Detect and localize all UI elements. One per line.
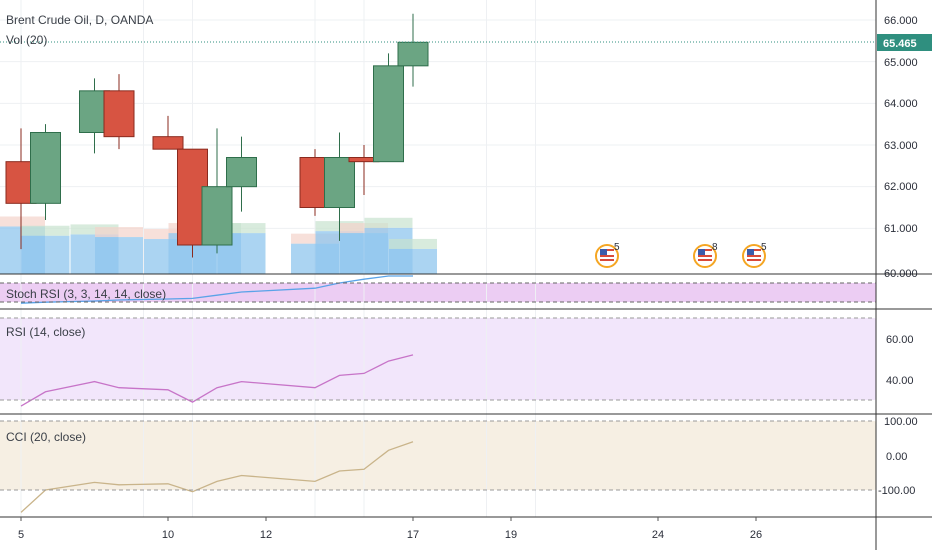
cci-band-area — [0, 421, 876, 490]
flag-canton — [747, 249, 754, 255]
price-tick: 64.000 — [884, 98, 918, 110]
flag-stripe — [698, 259, 712, 261]
last-price-tag-text: 65.465 — [883, 38, 917, 50]
volume-label: Vol (20) — [6, 33, 47, 47]
x-tick: 24 — [652, 529, 664, 541]
volume-bar-cap — [0, 216, 45, 227]
cci-series — [20, 441, 414, 513]
event-badge[interactable]: 5 — [742, 242, 767, 268]
price-tick: 65.000 — [884, 57, 918, 69]
cci-tick: -100.00 — [878, 485, 915, 497]
event-count: 5 — [614, 242, 620, 253]
cci-tick: 0.00 — [886, 451, 907, 463]
candle-body — [226, 157, 257, 188]
x-tick: 17 — [407, 529, 419, 541]
stoch-line — [20, 275, 413, 304]
price-tick: 66.000 — [884, 15, 918, 27]
last-price-tag: 65.465 — [877, 34, 932, 51]
volume-bar-cap — [144, 229, 192, 240]
flag-stripe — [600, 255, 614, 257]
rsi-tick: 60.00 — [886, 334, 914, 346]
price-tick: 62.000 — [884, 181, 918, 193]
x-tick: 19 — [505, 529, 517, 541]
candle-body — [103, 90, 135, 138]
time-axis[interactable]: 5 10 12 17 19 24 26 — [18, 517, 762, 541]
price-tick: 60.000 — [884, 268, 918, 280]
flag-canton — [600, 249, 607, 255]
flag-stripe — [747, 255, 761, 257]
flag-stripe — [607, 249, 614, 251]
volume-bar — [389, 248, 437, 274]
volume-bar-cap — [291, 233, 339, 244]
volume-bar-cap — [364, 217, 413, 228]
x-tick: 26 — [750, 529, 762, 541]
volume-bar — [21, 235, 70, 274]
rsi-line — [20, 354, 414, 407]
cci-label: CCI (20, close) — [6, 430, 86, 444]
volume-bar-cap — [340, 223, 388, 234]
candle-body — [201, 186, 233, 246]
cci-tick: 100.00 — [884, 416, 918, 428]
cci-line — [20, 441, 414, 513]
last-price-tag-bg — [877, 34, 932, 51]
rsi-label: RSI (14, close) — [6, 325, 85, 339]
event-badge[interactable]: 5 — [595, 242, 620, 268]
event-count: 5 — [761, 242, 767, 253]
price-axis[interactable]: 66.000 65.000 64.000 63.000 62.000 61.00… — [884, 15, 918, 280]
x-tick: 10 — [162, 529, 174, 541]
flag-stripe — [754, 249, 761, 251]
event-badge[interactable]: 8 — [693, 242, 718, 268]
event-count: 8 — [712, 242, 718, 253]
flag-stripe — [600, 259, 614, 261]
volume-bar-cap — [217, 223, 266, 234]
candle-body — [30, 132, 61, 204]
volume-bar-cap — [21, 225, 70, 236]
volume-bar — [95, 237, 143, 274]
volume-bar-cap — [95, 227, 143, 238]
volume-bar-cap — [389, 238, 437, 249]
candlesticks — [5, 13, 429, 258]
candle-body — [373, 65, 404, 163]
rsi-band-area — [0, 318, 876, 400]
rsi-series — [20, 354, 414, 407]
x-tick: 12 — [260, 529, 272, 541]
flag-stripe — [698, 255, 712, 257]
flag-stripe — [705, 249, 712, 251]
cci-axis[interactable]: 100.00 0.00 -100.00 — [878, 416, 918, 497]
rsi-axis[interactable]: 60.00 40.00 — [886, 334, 914, 387]
stoch-rsi-series — [20, 275, 413, 304]
volume-bar-cap — [70, 224, 119, 235]
flag-stripe — [747, 259, 761, 261]
candle-body — [397, 41, 429, 67]
x-tick: 5 — [18, 529, 24, 541]
stoch-band-area — [0, 283, 876, 302]
rsi-tick: 40.00 — [886, 375, 914, 387]
candle-body — [152, 136, 184, 150]
price-tick: 61.000 — [884, 223, 918, 235]
flag-canton — [698, 249, 705, 255]
stoch-label: Stoch RSI (3, 3, 14, 14, close) — [6, 287, 166, 301]
price-tick: 63.000 — [884, 140, 918, 152]
chart-title: Brent Crude Oil, D, OANDA — [6, 13, 153, 27]
candle-body — [324, 157, 355, 208]
